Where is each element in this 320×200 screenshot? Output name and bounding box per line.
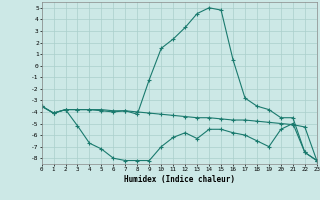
- X-axis label: Humidex (Indice chaleur): Humidex (Indice chaleur): [124, 175, 235, 184]
